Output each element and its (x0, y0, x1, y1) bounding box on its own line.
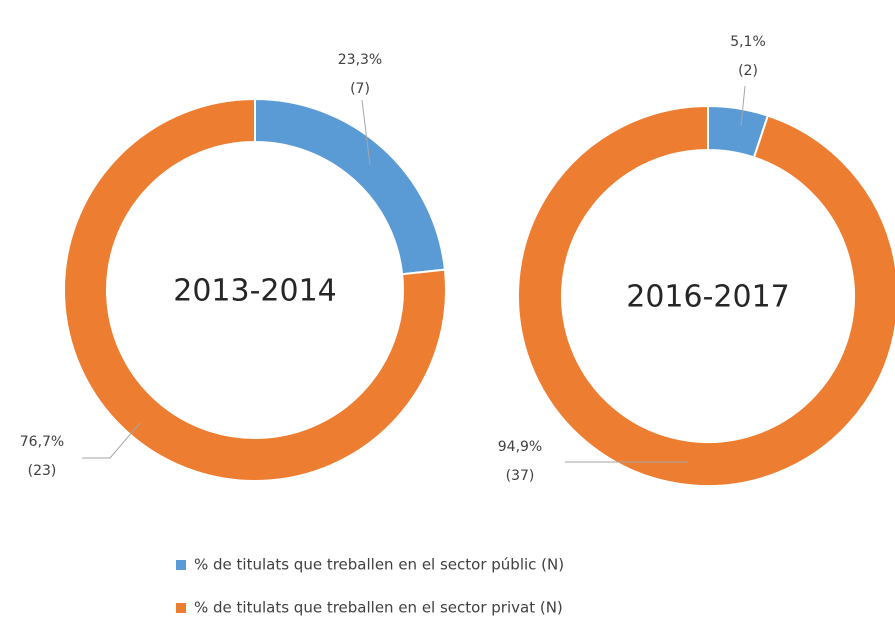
count-label: (7) (350, 81, 370, 97)
legend-label: % de titulats que treballen en el sector… (194, 556, 564, 574)
count-label: (37) (506, 468, 535, 484)
donut-slice (517, 104, 895, 487)
data-label: 76,7% (20, 434, 64, 450)
legend-swatch (176, 560, 186, 570)
legend-label: % de titulats que treballen en el sector… (194, 599, 563, 617)
leader-line (82, 422, 141, 459)
data-label: 23,3% (338, 52, 382, 68)
data-label: 94,9% (498, 439, 542, 455)
donut-center-title: 2016-2017 (626, 280, 790, 315)
leader-line (361, 99, 371, 166)
legend-swatch (176, 603, 186, 613)
donut-slice (63, 97, 447, 482)
count-label: (23) (28, 463, 57, 479)
donut-slice (254, 97, 447, 276)
donut-center-title: 2013-2014 (173, 274, 337, 309)
leader-line (740, 85, 746, 127)
count-label: (2) (738, 63, 758, 79)
data-label: 5,1% (730, 34, 766, 50)
